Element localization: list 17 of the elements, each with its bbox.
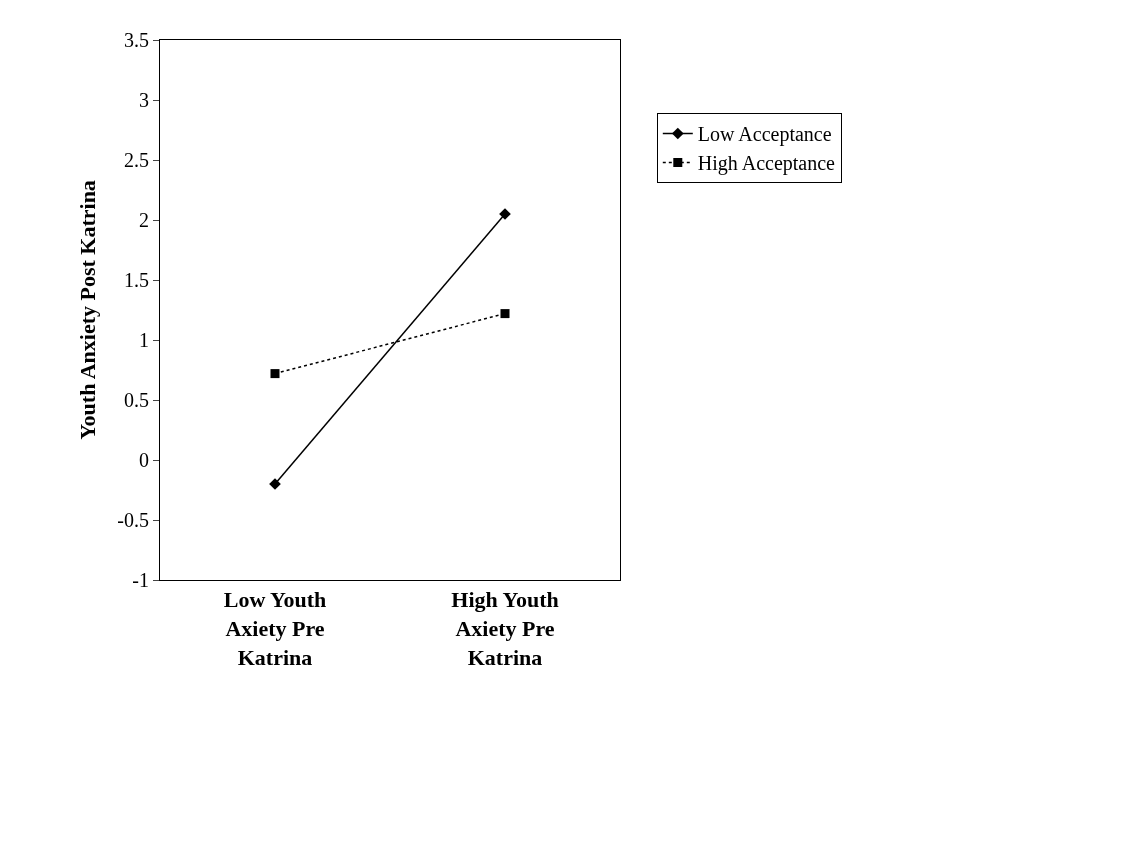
y-tick-label: 0.5: [124, 389, 149, 411]
y-tick-label: -0.5: [117, 509, 149, 531]
point: [270, 369, 280, 379]
y-tick-label: 1.5: [124, 269, 149, 291]
x-tick-label: High Youth Axiety Pre Katrina: [451, 587, 559, 670]
y-tick-label: 1: [139, 329, 149, 351]
y-tick-label: 3.5: [124, 29, 149, 51]
legend-label: Low Acceptance: [697, 123, 832, 147]
y-axis-title: Youth Anxiety Post Katrina: [75, 180, 101, 440]
legend-label: High Acceptance: [697, 152, 836, 176]
y-tick-label: 2.5: [124, 149, 149, 171]
x-tick-label: Low Youth Axiety Pre Katrina: [223, 587, 327, 670]
y-tick-label: 2: [139, 209, 149, 231]
y-tick-label: -1: [132, 569, 149, 591]
y-tick-label: 3: [139, 89, 149, 111]
point: [500, 309, 510, 319]
y-tick-label: 0: [139, 449, 149, 471]
